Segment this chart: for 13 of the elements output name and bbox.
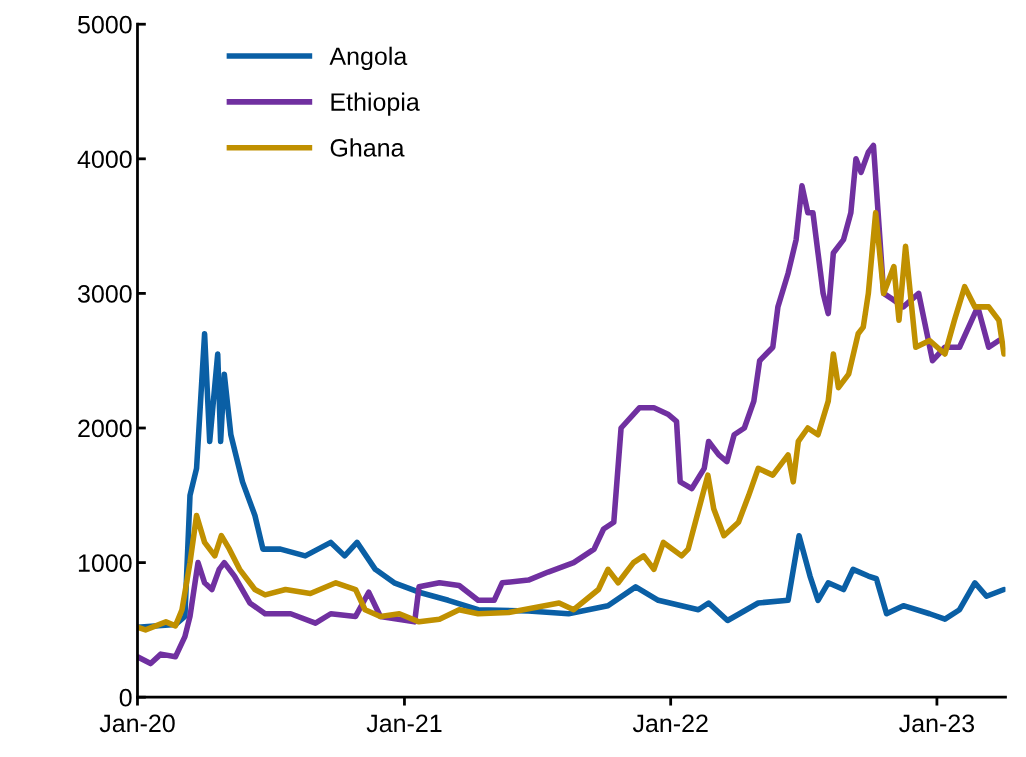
y-tick-label: 4000 <box>77 150 132 169</box>
legend-label: Ghana <box>330 138 405 157</box>
y-tick-label: 0 <box>119 688 132 707</box>
y-tick-label: 1000 <box>78 554 132 572</box>
x-tick-label: Jan-21 <box>366 714 442 733</box>
x-tick-label: Jan-20 <box>99 714 175 733</box>
y-tick-label: 2000 <box>78 419 132 438</box>
x-tick-label: Jan-23 <box>899 714 975 733</box>
x-tick-label: Jan-22 <box>632 714 708 733</box>
legend-label: Angola <box>329 46 408 71</box>
y-tick-label: 5000 <box>78 15 132 34</box>
legend-label: Ethiopia <box>331 92 420 116</box>
y-tick-label: 3000 <box>77 285 132 303</box>
